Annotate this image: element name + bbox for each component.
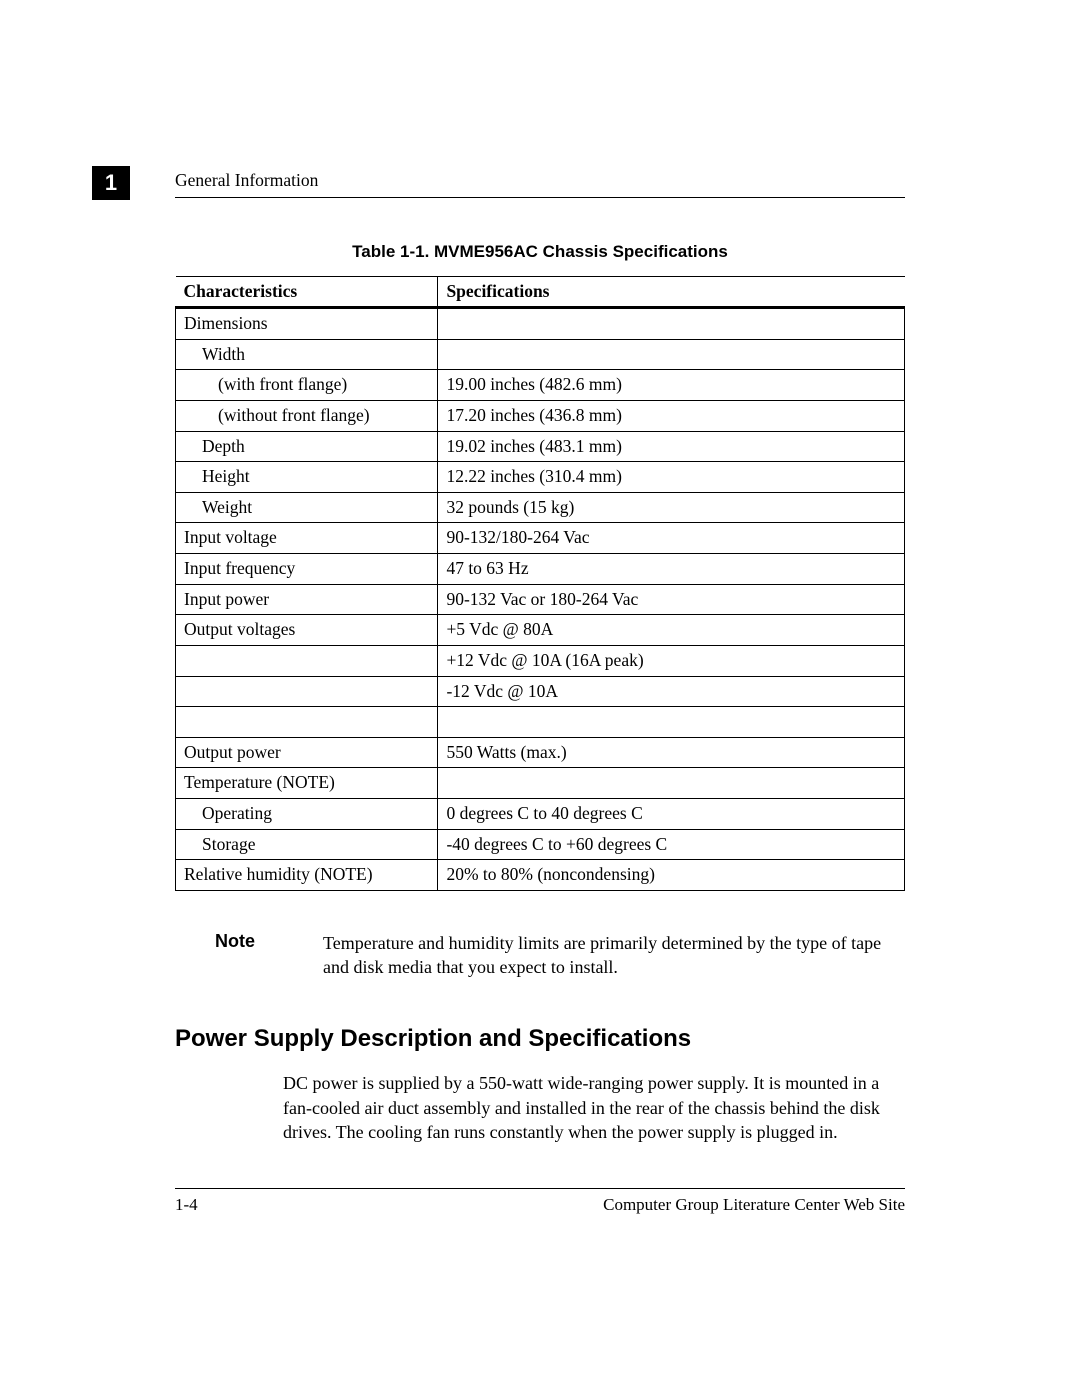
table-cell-characteristic: Operating <box>176 799 438 830</box>
table-row: Width <box>176 339 905 370</box>
table-cell-specification: 19.02 inches (483.1 mm) <box>438 431 905 462</box>
table-row: +12 Vdc @ 10A (16A peak) <box>176 645 905 676</box>
table-cell-characteristic: Output voltages <box>176 615 438 646</box>
table-cell-characteristic: Output power <box>176 737 438 768</box>
chapter-number-tab: 1 <box>92 166 130 200</box>
page-footer: 1-4 Computer Group Literature Center Web… <box>175 1195 905 1215</box>
table-row: Input power90-132 Vac or 180-264 Vac <box>176 584 905 615</box>
note-text: Temperature and humidity limits are prim… <box>323 931 905 980</box>
table-cell-characteristic: Input voltage <box>176 523 438 554</box>
table-row: Operating0 degrees C to 40 degrees C <box>176 799 905 830</box>
section-heading: Power Supply Description and Specificati… <box>175 1025 905 1053</box>
note-block: Note Temperature and humidity limits are… <box>175 931 905 980</box>
table-row <box>176 707 905 738</box>
table-cell-specification: 32 pounds (15 kg) <box>438 492 905 523</box>
table-row: Depth19.02 inches (483.1 mm) <box>176 431 905 462</box>
footer-site: Computer Group Literature Center Web Sit… <box>603 1195 905 1215</box>
table-cell-characteristic: Temperature (NOTE) <box>176 768 438 799</box>
table-cell-specification: +12 Vdc @ 10A (16A peak) <box>438 645 905 676</box>
table-cell-specification: 90-132 Vac or 180-264 Vac <box>438 584 905 615</box>
running-head: General Information <box>175 170 905 191</box>
table-cell-characteristic: Height <box>176 462 438 493</box>
table-header-specifications: Specifications <box>438 277 905 308</box>
table-row: Weight32 pounds (15 kg) <box>176 492 905 523</box>
table-caption: Table 1-1. MVME956AC Chassis Specificati… <box>175 242 905 262</box>
table-header-characteristics: Characteristics <box>176 277 438 308</box>
table-cell-specification <box>438 707 905 738</box>
table-cell-specification: 12.22 inches (310.4 mm) <box>438 462 905 493</box>
table-cell-characteristic: (without front flange) <box>176 400 438 431</box>
table-cell-specification: 550 Watts (max.) <box>438 737 905 768</box>
table-row: (with front flange)19.00 inches (482.6 m… <box>176 370 905 401</box>
table-cell-specification: 19.00 inches (482.6 mm) <box>438 370 905 401</box>
table-row: -12 Vdc @ 10A <box>176 676 905 707</box>
table-cell-specification: -12 Vdc @ 10A <box>438 676 905 707</box>
table-cell-characteristic: Input frequency <box>176 554 438 585</box>
table-row: Height12.22 inches (310.4 mm) <box>176 462 905 493</box>
table-cell-characteristic: (with front flange) <box>176 370 438 401</box>
table-cell-specification: 20% to 80% (noncondensing) <box>438 860 905 891</box>
table-header-row: Characteristics Specifications <box>176 277 905 308</box>
table-cell-specification: -40 degrees C to +60 degrees C <box>438 829 905 860</box>
table-cell-characteristic: Relative humidity (NOTE) <box>176 860 438 891</box>
table-row: Output power550 Watts (max.) <box>176 737 905 768</box>
table-cell-specification: 0 degrees C to 40 degrees C <box>438 799 905 830</box>
footer-page-number: 1-4 <box>175 1195 198 1215</box>
table-cell-characteristic: Weight <box>176 492 438 523</box>
table-cell-characteristic <box>176 707 438 738</box>
table-cell-characteristic: Width <box>176 339 438 370</box>
document-page: 1 General Information Table 1-1. MVME956… <box>0 0 1080 1397</box>
table-row: Temperature (NOTE) <box>176 768 905 799</box>
table-cell-specification: +5 Vdc @ 80A <box>438 615 905 646</box>
specifications-table: Characteristics Specifications Dimension… <box>175 276 905 891</box>
table-row: Input voltage90-132/180-264 Vac <box>176 523 905 554</box>
table-cell-specification <box>438 768 905 799</box>
table-row: Relative humidity (NOTE)20% to 80% (nonc… <box>176 860 905 891</box>
table-cell-specification: 47 to 63 Hz <box>438 554 905 585</box>
table-cell-specification <box>438 308 905 340</box>
table-cell-specification: 90-132/180-264 Vac <box>438 523 905 554</box>
table-cell-specification: 17.20 inches (436.8 mm) <box>438 400 905 431</box>
table-cell-characteristic: Storage <box>176 829 438 860</box>
table-cell-characteristic: Dimensions <box>176 308 438 340</box>
table-cell-specification <box>438 339 905 370</box>
table-row: Output voltages+5 Vdc @ 80A <box>176 615 905 646</box>
table-row: (without front flange)17.20 inches (436.… <box>176 400 905 431</box>
header-rule <box>175 197 905 198</box>
table-cell-characteristic: Input power <box>176 584 438 615</box>
table-row: Storage-40 degrees C to +60 degrees C <box>176 829 905 860</box>
table-cell-characteristic <box>176 676 438 707</box>
table-row: Input frequency47 to 63 Hz <box>176 554 905 585</box>
section-body: DC power is supplied by a 550-watt wide-… <box>283 1071 905 1144</box>
table-cell-characteristic: Depth <box>176 431 438 462</box>
note-label: Note <box>175 931 323 980</box>
footer-rule <box>175 1188 905 1189</box>
table-row: Dimensions <box>176 308 905 340</box>
table-cell-characteristic <box>176 645 438 676</box>
